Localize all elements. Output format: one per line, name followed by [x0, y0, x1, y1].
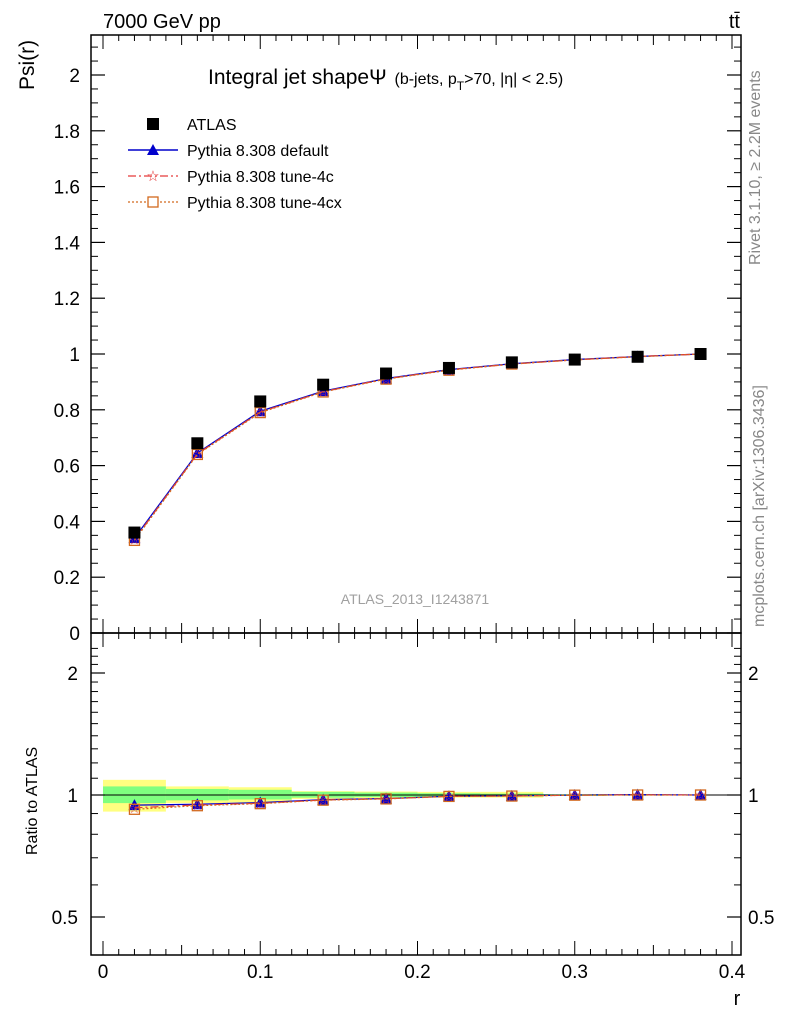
title-psi: Ψ: [369, 66, 387, 89]
legend-tune4cx-label: Pythia 8.308 tune-4cx: [187, 195, 342, 212]
ratio-y-tick-label: 2: [67, 664, 78, 685]
atlas-data-point: [568, 353, 581, 366]
atlas-data-point: [128, 526, 141, 539]
ratio-point-default: [254, 796, 267, 808]
ratio-point-default: [631, 788, 644, 800]
x-tick-label: 0.4: [719, 962, 746, 983]
ratio-point-tune4cx: [191, 800, 204, 812]
series-point-tune4cx: [254, 406, 266, 419]
title-cut-a: (b-jets, p: [395, 71, 457, 88]
ratio-y-tick-label-right: 1: [748, 786, 759, 807]
ratio-point-tune4cx: [317, 794, 329, 806]
legend-tune4c-marker: ☆: [146, 168, 159, 185]
header-right: tt̄: [729, 11, 741, 33]
main-panel-ticks: 0 0.2 0.4 0.6 0.8 1 1.2 1.4 1.6 1.8 2: [54, 35, 741, 645]
header-left: 7000 GeV pp: [103, 11, 221, 33]
legend-atlas-label: ATLAS: [187, 117, 237, 134]
rivet-label: Rivet 3.1.10, ≥ 2.2M events: [747, 70, 764, 265]
mcplots-label: mcplots.cern.ch [arXiv:1306.3436]: [751, 385, 768, 627]
ratio-panel: 0.5 0.51 12 2 Ratio to ATLAS ☆ ☆ ☆ ☆ ☆ ☆ ☆ ☆ ☆ ☆ 0 0.…: [24, 632, 774, 1010]
x-tick-label: 0.2: [404, 962, 430, 983]
legend-default-marker: [147, 144, 159, 155]
main-panel-data: ☆☆☆☆☆☆☆☆☆☆: [128, 346, 707, 548]
title-main: Integral jet shape: [208, 66, 369, 89]
main-panel: 0 0.2 0.4 0.6 0.8 1 1.2 1.4 1.6 1.8 2 Psi(r) Integ…: [16, 34, 742, 645]
ratio-panel-data: ☆ ☆ ☆ ☆ ☆ ☆ ☆ ☆ ☆ ☆: [128, 787, 707, 816]
atlas-data-point: [191, 437, 204, 450]
series-line-tune4cx: [133, 353, 701, 541]
series-point-default: [191, 447, 204, 459]
y-tick-label: 0.4: [54, 512, 81, 533]
ratio-point-tune4cx: [632, 789, 644, 801]
ratio-point-tune4c: ☆: [443, 788, 456, 804]
watermark: ATLAS_2013_I1243871: [341, 591, 490, 607]
main-ylabel: Psi(r): [16, 40, 39, 90]
ratio-point-default: [442, 790, 455, 802]
y-tick-label: 0.2: [54, 568, 80, 589]
ratio-point-tune4cx: [569, 789, 581, 801]
atlas-data-point: [317, 378, 330, 391]
x-tick-label: 0: [98, 962, 109, 983]
title-cut-sub: T: [457, 79, 465, 93]
ratio-y-tick-label-right: 2: [748, 664, 759, 685]
title-cut-b: >70, |η| < 2.5): [464, 71, 563, 88]
ratio-point-tune4c: ☆: [694, 787, 707, 803]
legend-default-label: Pythia 8.308 default: [187, 143, 329, 160]
legend-tune4c-label: Pythia 8.308 tune-4c: [187, 169, 334, 186]
plot-title: Integral jet shapeΨ (b-jets, pT>70, |η| …: [208, 66, 563, 93]
legend-tune4cx-marker: [147, 196, 159, 208]
atlas-data-point: [694, 348, 707, 360]
ratio-point-default: [191, 798, 204, 810]
y-tick-label: 1: [69, 345, 80, 366]
ratio-point-default: [505, 789, 518, 801]
atlas-data-point: [254, 395, 267, 408]
y-tick-label: 1.8: [54, 122, 80, 143]
ratio-point-tune4cx: [506, 790, 518, 802]
ratio-point-default: [380, 792, 393, 804]
y-tick-label: 1.2: [54, 289, 80, 310]
legend: ATLAS Pythia 8.308 default ☆ Pythia 8.30…: [128, 117, 342, 212]
atlas-data-point: [505, 356, 518, 369]
ratio-point-tune4c: ☆: [631, 787, 644, 803]
y-tick-label: 0: [69, 624, 80, 645]
ratio-point-tune4cx: [443, 790, 455, 803]
ratio-point-tune4cx: [254, 798, 266, 810]
x-tick-label: 0.1: [247, 962, 273, 983]
ratio-y-tick-label: 0.5: [52, 908, 78, 929]
y-tick-label: 0.8: [54, 401, 80, 422]
ratio-ylabel: Ratio to ATLAS: [24, 747, 41, 855]
ratio-y-tick-label: 1: [67, 786, 78, 807]
series-point-tune4cx: [191, 448, 204, 461]
ratio-panel-frame: [90, 632, 742, 956]
y-tick-label: 1.6: [54, 178, 80, 199]
ratio-y-tick-label-right: 0.5: [748, 908, 774, 929]
ratio-point-tune4cx: [694, 789, 707, 801]
ratio-point-tune4c: ☆: [380, 791, 393, 807]
ratio-point-tune4cx: [380, 793, 392, 805]
x-axis-ticks: 0 0.1 0.2 0.3 0.4: [98, 962, 746, 983]
atlas-data-point: [442, 361, 455, 374]
ratio-line-tune4cx: [134, 794, 701, 810]
ratio-point-default: [317, 793, 330, 805]
ratio-point-default: [568, 789, 581, 800]
atlas-data-point: [631, 350, 644, 363]
x-axis-label: r: [734, 988, 741, 1010]
atlas-data-point: [380, 367, 393, 380]
ratio-point-tune4cx: [128, 803, 141, 815]
y-tick-label: 2: [69, 66, 80, 87]
legend-atlas-marker: [147, 118, 159, 130]
y-tick-label: 1.4: [54, 233, 81, 254]
x-tick-label: 0.3: [562, 962, 588, 983]
y-tick-label: 0.6: [54, 457, 80, 478]
